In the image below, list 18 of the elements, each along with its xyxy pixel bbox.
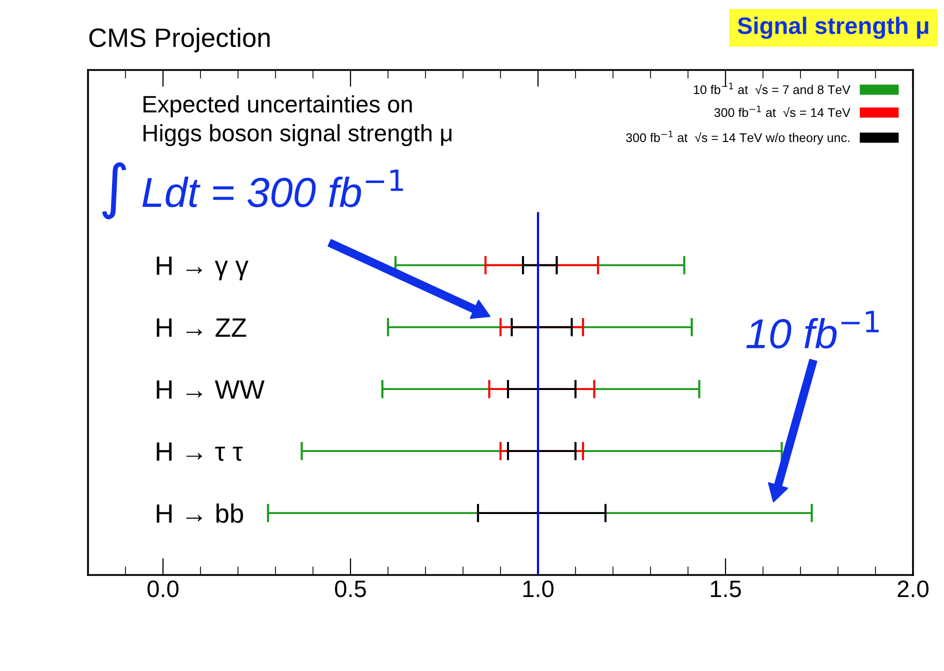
legend-label: 300 fb$^{−1}$ at √s = 14 TeV w/o theory unc. — [626, 130, 850, 145]
y-tick-label: H → τ τ — [156, 442, 243, 461]
x-tick-label: 1.0 — [523, 580, 554, 598]
text: Signal strength μ — [738, 16, 928, 39]
legend-label: 300 fb$^{−1}$ at √s = 14 TeV — [714, 106, 850, 117]
y-tick-label: H → γ γ — [156, 256, 248, 280]
chart-title: CMS Projection — [89, 28, 270, 52]
annotation: 10 fb$^{−1}$ — [746, 310, 879, 349]
y-tick-label: H → bb — [156, 503, 244, 523]
x-tick-label: 0.0 — [148, 580, 178, 598]
annotation: ∫ Ldt = 300 fb$^{−1}$ — [102, 162, 404, 220]
x-tick-label: 1.5 — [710, 580, 741, 598]
x-tick-label: 0.5 — [335, 580, 366, 598]
y-tick-label: H → WW — [156, 380, 264, 399]
x-tick-label: 2.0 — [898, 580, 928, 598]
legend-label: 10 fb$^{−1}$ at √s = 7 and 8 TeV — [694, 82, 850, 94]
y-tick-label: H → ZZ — [156, 318, 246, 337]
chart-subtitle: Expected uncertainties on Higgs boson signal strength μ — [144, 95, 452, 146]
